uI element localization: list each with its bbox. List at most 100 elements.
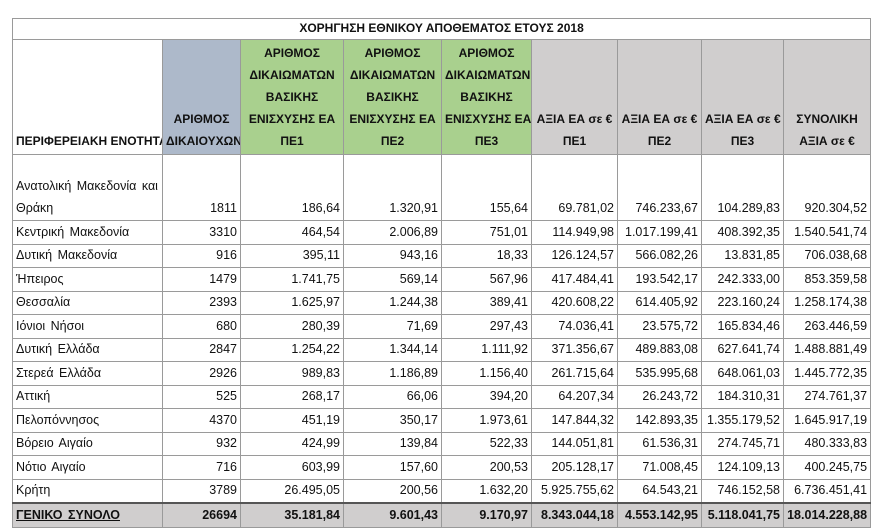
column-header: ΑΡΙΘΜΟΣ ΔΙΚΑΙΩΜΑΤΩΝ ΒΑΣΙΚΗΣ ΕΝΙΣΧΥΣΗΣ ΕΑ ΠΕ2: [343, 39, 442, 155]
total-value: 9.601,43: [343, 502, 442, 528]
cell-value: 144.051,81: [531, 431, 618, 456]
cell-value: 916: [162, 243, 241, 268]
header-line: ΑΞΙΑ ΕΑ σε €: [621, 112, 698, 126]
cell-value: 424,99: [240, 431, 344, 456]
cell-value: 408.392,35: [701, 220, 784, 245]
cell-value: 223.160,24: [701, 290, 784, 315]
column-header: ΑΡΙΘΜΟΣ ΔΙΚΑΙΟΥΧΩΝ: [162, 39, 241, 155]
region-name: Δυτική Μακεδονία: [12, 243, 163, 268]
header-line: ΑΞΙΑ σε €: [799, 134, 855, 148]
cell-value: 1.445.772,35: [782, 361, 872, 386]
cell-value: 61.536,31: [617, 431, 702, 456]
total-value: 8.343.044,18: [531, 502, 618, 528]
cell-value: 13.831,85: [701, 243, 784, 268]
cell-value: 1.632,20: [441, 478, 532, 504]
cell-value: 74.036,41: [531, 314, 618, 339]
header-line: ΠΕ2: [647, 134, 672, 148]
cell-value: 1.355.179,52: [701, 408, 784, 433]
cell-value: 186,64: [240, 154, 344, 221]
column-header: ΣΥΝΟΛΙΚΗ ΑΞΙΑ σε €: [782, 39, 872, 155]
header-line: ΕΝΙΣΧΥΣΗΣ ΕΑ: [248, 112, 336, 126]
total-row: ΓΕΝΙΚΟ ΣΥΝΟΛΟ 26694 35.181,84 9.601,43 9.170…: [12, 502, 872, 528]
allocation-table: ΧΟΡΗΓΗΣΗ ΕΘΝΙΚΟΥ ΑΠΟΘΕΜΑΤΟΣ ΕΤΟΥΣ 2018 Π…: [11, 18, 872, 528]
cell-value: 989,83: [240, 361, 344, 386]
total-value: 35.181,84: [240, 502, 344, 528]
header-line: ΕΝΙΣΧΥΣΗΣ ΕΑ: [349, 112, 436, 126]
cell-value: 400.245,75: [782, 455, 872, 480]
cell-value: 274.745,71: [701, 431, 784, 456]
cell-value: 142.893,35: [617, 408, 702, 433]
cell-value: 1479: [162, 267, 241, 292]
cell-value: 261.715,64: [531, 361, 618, 386]
header-line: ΑΞΙΑ ΕΑ σε €: [705, 112, 781, 126]
data-row: Νότιο Αιγαίο 716 603,99 157,60 200,53 205.128…: [12, 455, 872, 480]
cell-value: 1.017.199,41: [617, 220, 702, 245]
header-line: ΒΑΣΙΚΗΣ: [460, 90, 513, 104]
cell-value: 297,43: [441, 314, 532, 339]
cell-value: 64.543,21: [617, 478, 702, 504]
cell-value: 566.082,26: [617, 243, 702, 268]
cell-value: 932: [162, 431, 241, 456]
cell-value: 263.446,59: [782, 314, 872, 339]
region-name: Στερεά Ελλάδα: [12, 361, 163, 386]
cell-value: 395,11: [240, 243, 344, 268]
header-line: ΒΑΣΙΚΗΣ: [265, 90, 319, 104]
region-name: Βόρειο Αιγαίο: [12, 431, 163, 456]
data-row: Θεσσαλία 2393 1.625,97 1.244,38 389,41 420.60…: [12, 290, 872, 315]
region-name: Δυτική Ελλάδα: [12, 337, 163, 362]
cell-value: 139,84: [343, 431, 442, 456]
region-name: Ανατολική Μακεδονία και Θράκη: [12, 154, 163, 221]
cell-value: 420.608,22: [531, 290, 618, 315]
cell-value: 371.356,67: [531, 337, 618, 362]
cell-value: 6.736.451,41: [782, 478, 872, 504]
cell-value: 389,41: [441, 290, 532, 315]
cell-value: 1.973,61: [441, 408, 532, 433]
header-line: ΔΙΚΑΙΩΜΑΤΩΝ: [349, 68, 436, 82]
cell-value: 746.233,67: [617, 154, 702, 221]
cell-value: 451,19: [240, 408, 344, 433]
cell-value: 66,06: [343, 384, 442, 409]
cell-value: 184.310,31: [701, 384, 784, 409]
cell-value: 2.006,89: [343, 220, 442, 245]
header-line: ΠΕ1: [562, 134, 587, 148]
cell-value: 64.207,34: [531, 384, 618, 409]
header-line: ΑΡΙΘΜΟΣ: [458, 46, 515, 60]
cell-value: 1.488.881,49: [782, 337, 872, 362]
cell-value: 165.834,46: [701, 314, 784, 339]
cell-value: 1811: [162, 154, 241, 221]
cell-value: 2847: [162, 337, 241, 362]
column-header: ΑΞΙΑ ΕΑ σε € ΠΕ2: [617, 39, 702, 155]
data-row: Κεντρική Μακεδονία 3310 464,54 2.006,89 751,…: [12, 220, 872, 245]
cell-value: 5.925.755,62: [531, 478, 618, 504]
cell-value: 525: [162, 384, 241, 409]
cell-value: 193.542,17: [617, 267, 702, 292]
cell-value: 464,54: [240, 220, 344, 245]
cell-value: 920.304,52: [782, 154, 872, 221]
cell-value: 522,33: [441, 431, 532, 456]
cell-value: 569,14: [343, 267, 442, 292]
data-row: Δυτική Ελλάδα 2847 1.254,22 1.344,14 1.111,9…: [12, 337, 872, 362]
cell-value: 26.243,72: [617, 384, 702, 409]
cell-value: 680: [162, 314, 241, 339]
header-line: ΔΙΚΑΙΟΥΧΩΝ: [166, 134, 241, 148]
header-line: ΔΙΚΑΙΩΜΑΤΩΝ: [445, 68, 531, 82]
data-row: Πελοπόννησος 4370 451,19 350,17 1.973,61 147.…: [12, 408, 872, 433]
header-line: ΠΕ3: [730, 134, 755, 148]
cell-value: 23.575,72: [617, 314, 702, 339]
cell-value: 614.405,92: [617, 290, 702, 315]
cell-value: 489.883,08: [617, 337, 702, 362]
cell-value: 124.109,13: [701, 455, 784, 480]
data-row: Δυτική Μακεδονία 916 395,11 943,16 18,33 126.…: [12, 243, 872, 268]
data-row: Ήπειρος 1479 1.741,75 569,14 567,96 417.484,4…: [12, 267, 872, 292]
total-value: 5.118.041,75: [701, 502, 784, 528]
cell-value: 2393: [162, 290, 241, 315]
cell-value: 200,56: [343, 478, 442, 504]
data-row: Βόρειο Αιγαίο 932 424,99 139,84 522,33 144.05…: [12, 431, 872, 456]
column-header: ΑΡΙΘΜΟΣ ΔΙΚΑΙΩΜΑΤΩΝ ΒΑΣΙΚΗΣ ΕΝΙΣΧΥΣΗΣ ΕΑ ΠΕ3: [441, 39, 532, 155]
region-name: Κρήτη: [12, 478, 163, 504]
total-value: 18.014.228,88: [782, 502, 872, 528]
cell-value: 1.244,38: [343, 290, 442, 315]
cell-value: 200,53: [441, 455, 532, 480]
cell-value: 242.333,00: [701, 267, 784, 292]
cell-value: 18,33: [441, 243, 532, 268]
